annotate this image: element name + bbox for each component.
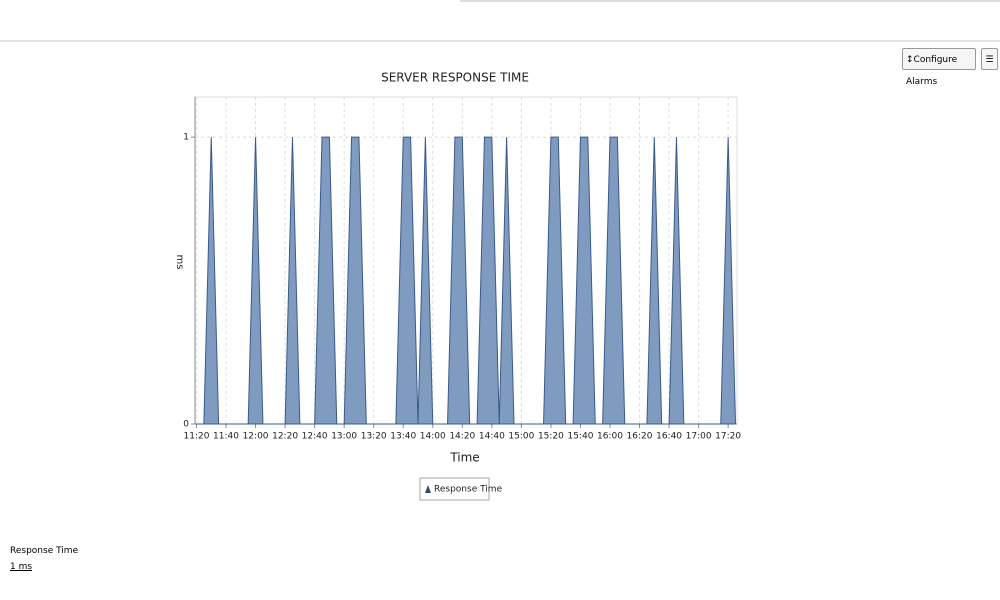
x-tick-label: 13:40 <box>390 432 416 442</box>
summary-link[interactable]: 1 ms <box>10 562 33 572</box>
x-tick-label: 16:20 <box>627 432 653 442</box>
x-tick-label: 12:20 <box>272 432 298 442</box>
legend <box>419 477 490 501</box>
y-axis-label: ms <box>174 255 185 270</box>
summary: Response Time 1 ms <box>10 546 78 572</box>
y-tick-label: 0 <box>183 420 189 430</box>
x-tick-label: 15:40 <box>567 432 593 442</box>
y-tick-label: 1 <box>183 133 189 143</box>
configure-alarms-button[interactable]: ↕Configure Alarms <box>902 48 976 87</box>
x-tick-label: 15:00 <box>508 432 534 442</box>
summary-label: Response Time <box>10 546 79 556</box>
x-tick-label: 15:20 <box>538 432 564 442</box>
x-tick-label: 11:40 <box>213 432 239 442</box>
x-axis-label: Time <box>449 451 479 465</box>
x-tick-label: 17:20 <box>715 432 741 442</box>
search-field[interactable] <box>460 0 1000 2</box>
x-tick-label: 13:20 <box>361 432 387 442</box>
x-tick-label: 14:00 <box>420 432 446 442</box>
x-tick-label: 12:40 <box>302 432 328 442</box>
x-tick-label: 11:20 <box>184 432 210 442</box>
legend-label: Response Time <box>434 485 503 495</box>
area <box>196 136 737 425</box>
chart: SERVER RESPONSE TIME ms Time Response Ti… <box>174 71 741 501</box>
x-tick-label: 16:00 <box>597 432 623 442</box>
x-tick-label: 14:40 <box>479 432 505 442</box>
chart-title: SERVER RESPONSE TIME <box>381 71 529 85</box>
x-tick-label: 16:40 <box>656 432 682 442</box>
x-tick-label: 17:00 <box>686 432 712 442</box>
x-tick-label: 12:00 <box>243 432 269 442</box>
button-label: Configure Alarms <box>906 55 958 87</box>
legend-icon <box>425 485 431 493</box>
export-button[interactable]: ☰ <box>981 48 998 70</box>
x-tick-label: 13:00 <box>331 432 357 442</box>
top-bar <box>0 0 1000 42</box>
x-tick-label: 14:20 <box>449 432 475 442</box>
